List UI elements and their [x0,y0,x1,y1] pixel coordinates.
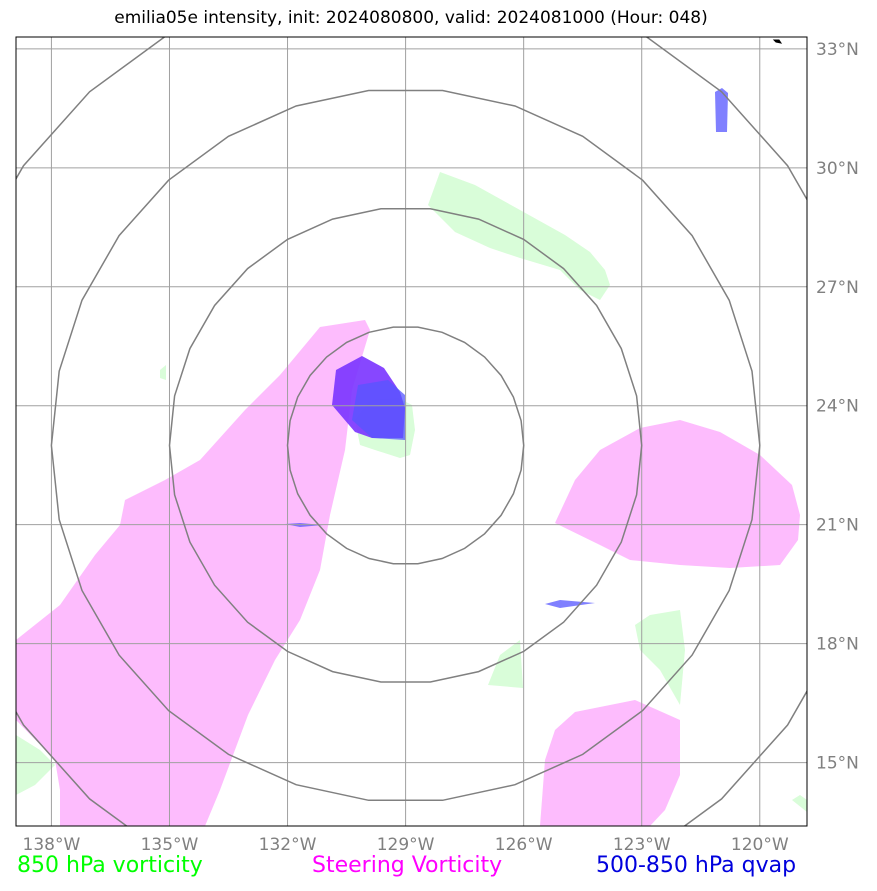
latitude-tick-label: 15°N [816,754,859,774]
latitude-tick-label: 30°N [816,159,859,179]
legend-850-vorticity: 850 hPa vorticity [17,853,203,878]
latitude-tick-label: 33°N [816,40,859,60]
latitude-tick-label: 21°N [816,516,859,536]
range-ring [168,208,643,683]
vorticity-850-area-small [160,365,166,380]
plot-frame [15,36,808,827]
legend-qvap: 500-850 hPa qvap [596,853,797,878]
range-ring [50,89,761,802]
vorticity-850-area-west [16,735,55,795]
legend-steering-vorticity: Steering Vorticity [312,853,503,878]
map-title: emilia05e intensity, init: 2024080800, v… [114,8,708,28]
longitude-tick-label: 129°W [377,835,435,855]
vorticity-850-area-northeast [428,172,610,300]
steering-vorticity-layer [16,320,800,826]
qvap-area-north [715,88,728,132]
qvap-area-core [352,380,405,440]
latitude-tick-label: 27°N [816,278,859,298]
coastline-fragment [772,39,783,44]
latitude-tick-label: 18°N [816,635,859,655]
latitude-tick-label: 24°N [816,397,859,417]
steering-vorticity-area-west [16,320,370,826]
vorticity-850-area-far-east [792,795,807,812]
qvap-layer [285,88,728,608]
longitude-tick-labels: 138°W 135°W 132°W 129°W 126°W 123°W 120°W [23,835,789,855]
longitude-tick-label: 123°W [613,835,671,855]
longitude-tick-label: 132°W [259,835,317,855]
vorticity-850-area-southeast [635,610,685,705]
range-ring [286,326,525,565]
longitude-tick-label: 135°W [141,835,199,855]
steering-vorticity-area-east [555,420,800,568]
longitude-tick-label: 120°W [731,835,789,855]
longitude-tick-label: 138°W [23,835,81,855]
vorticity-850-area-south [488,640,523,688]
lat-lon-grid [16,37,807,826]
longitude-tick-label: 126°W [495,835,553,855]
qvap-area-streak-east [545,600,595,608]
latitude-tick-labels: 15°N 18°N 21°N 24°N 27°N 30°N 33°N [816,40,859,774]
